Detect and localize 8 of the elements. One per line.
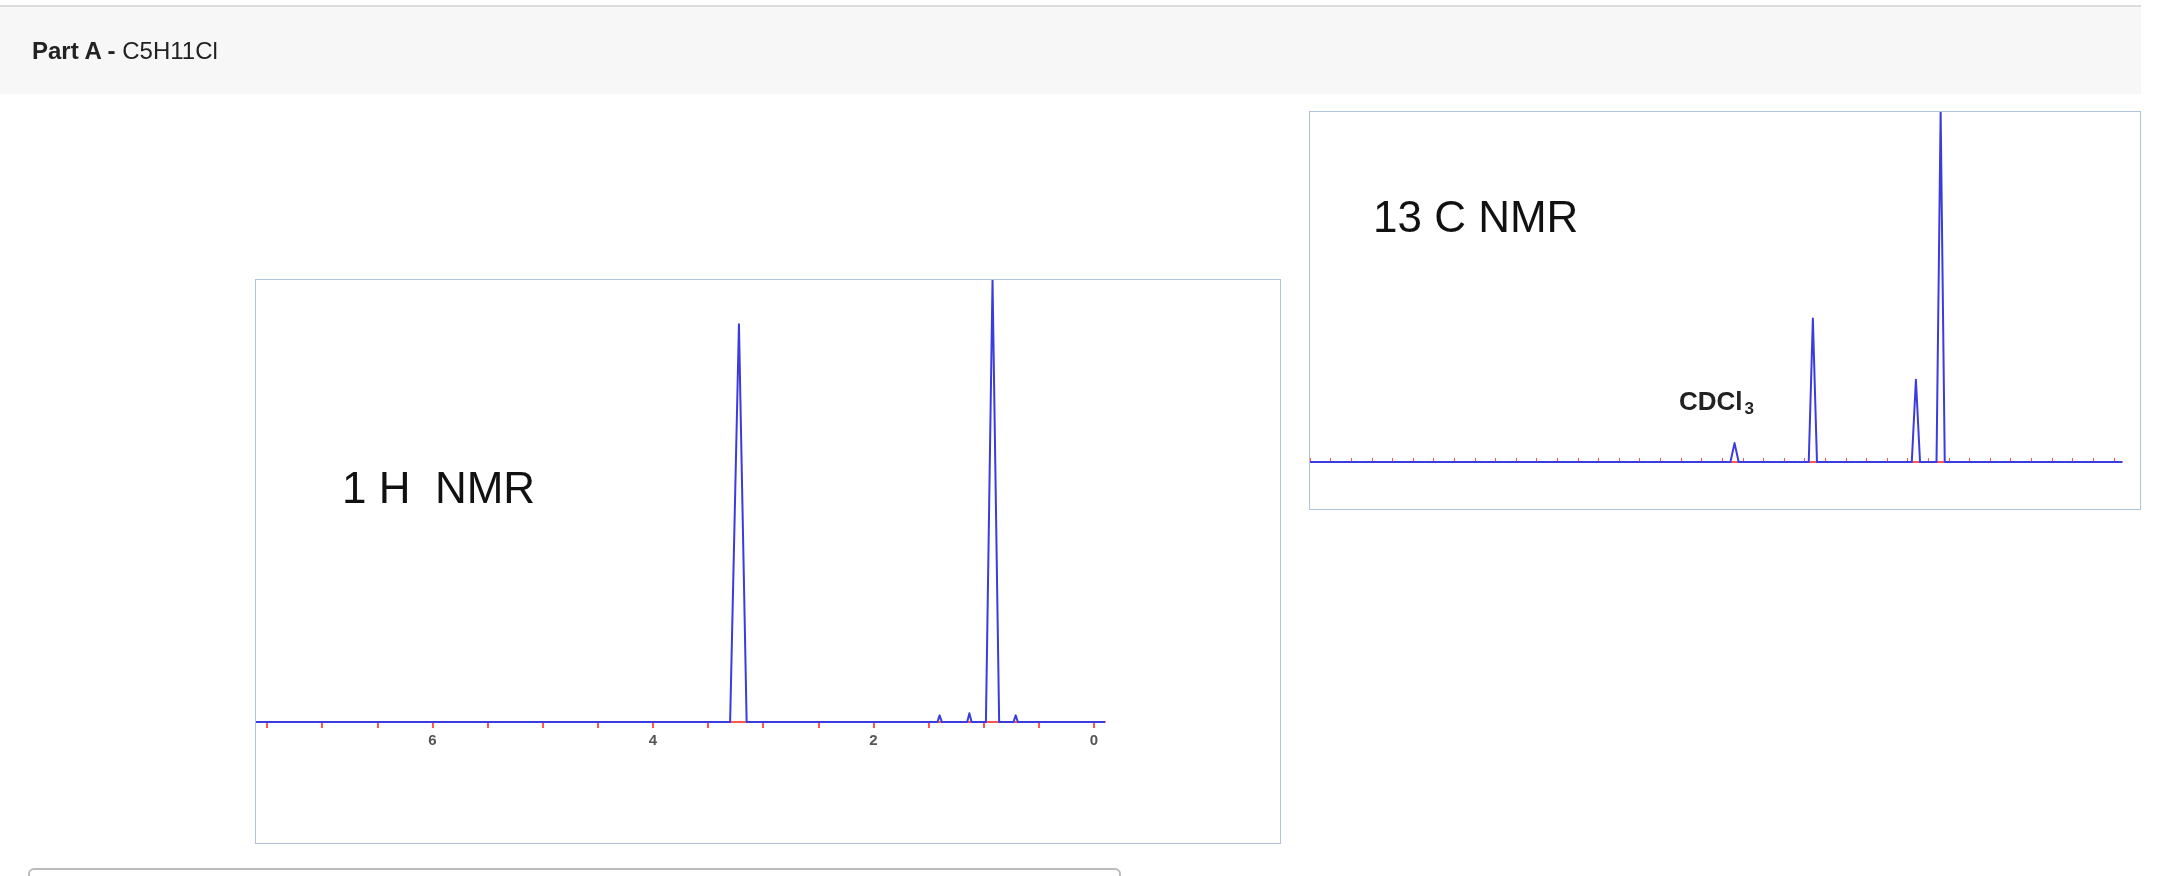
text: Part A -	[32, 36, 117, 64]
x-tick-label: 0	[1089, 731, 1099, 748]
x-tick-label: 4	[648, 731, 658, 748]
text: C5H11Cl	[122, 36, 218, 64]
text: 13 C NMR	[1373, 191, 1579, 241]
x-tick-label: 2	[869, 731, 878, 748]
x-tick-label: 6	[428, 731, 437, 748]
text: 1 H NMR	[342, 462, 536, 512]
